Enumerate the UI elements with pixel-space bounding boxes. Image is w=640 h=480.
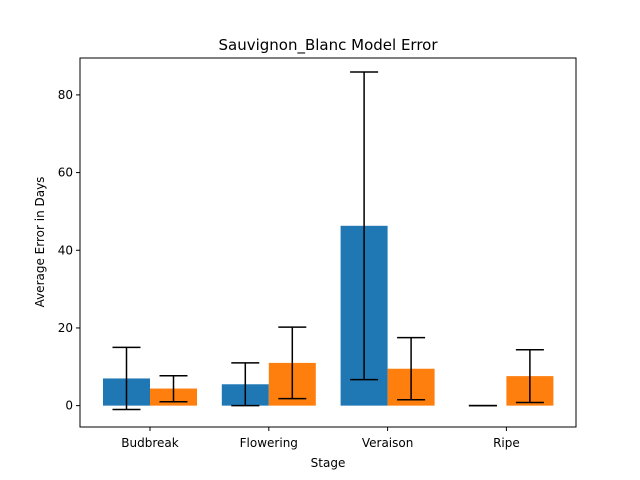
error-bar-flowering-s1 <box>231 362 260 407</box>
error-bar-budbreak-s2 <box>159 374 188 403</box>
error-bar-flowering-s2 <box>278 326 307 400</box>
x-axis-label: Stage <box>311 456 346 470</box>
x-tick-label-flowering: Flowering <box>240 436 298 450</box>
error-bar-ripe-s2 <box>515 348 544 404</box>
x-tick-label-budbreak: Budbreak <box>121 436 178 450</box>
error-bar-veraison-s1 <box>350 71 379 381</box>
y-tick-label-20: 20 <box>58 321 73 335</box>
error-bars <box>112 71 544 411</box>
y-tick-label-0: 0 <box>65 399 73 413</box>
x-tick-label-veraison: Veraison <box>362 436 413 450</box>
y-axis-label: Average Error in Days <box>33 177 47 308</box>
error-bar-budbreak-s1 <box>112 346 141 411</box>
chart-title: Sauvignon_Blanc Model Error <box>218 36 438 55</box>
y-tick-label-60: 60 <box>58 166 73 180</box>
plot-frame <box>79 57 577 428</box>
y-tick-label-80: 80 <box>58 88 73 102</box>
y-axis: 0 20 40 60 80 <box>58 88 80 413</box>
x-axis: Budbreak Flowering Veraison Ripe <box>121 427 520 450</box>
y-tick-label-40: 40 <box>58 243 73 257</box>
bars <box>103 225 554 406</box>
error-bar-veraison-s2 <box>397 336 426 401</box>
x-tick-label-ripe: Ripe <box>493 436 520 450</box>
